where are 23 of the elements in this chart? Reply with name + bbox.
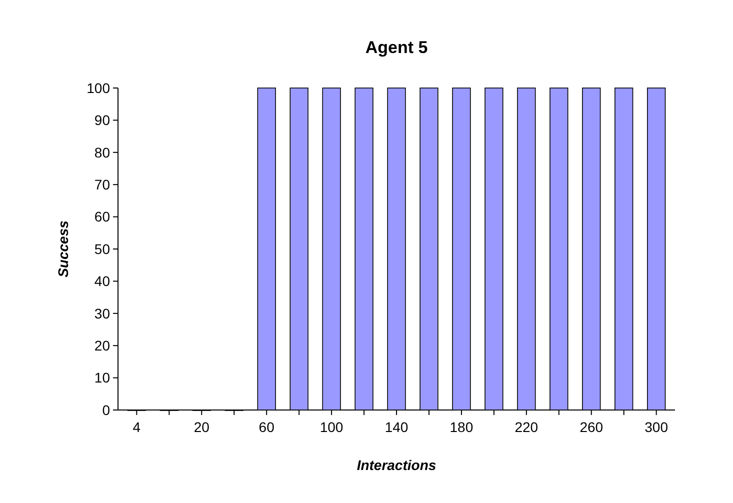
y-tick-label: 10 (94, 370, 110, 386)
x-tick-label: 60 (258, 419, 275, 435)
y-axis-title: Success (55, 220, 71, 278)
x-axis-title: Interactions (356, 457, 436, 473)
chart-title: Agent 5 (365, 38, 428, 57)
x-tick-label: 180 (450, 419, 474, 435)
y-tick-label: 100 (86, 80, 110, 96)
x-tick-label: 220 (514, 419, 538, 435)
y-tick-label: 50 (94, 240, 110, 257)
x-tick-label: 300 (644, 419, 668, 435)
x-tick-label: 4 (132, 419, 141, 435)
y-tick-label: 30 (94, 305, 110, 322)
y-tick-label: 70 (94, 176, 110, 192)
x-tick-label: 20 (194, 419, 210, 435)
x-tick-label: 140 (384, 419, 408, 435)
y-tick-label: 20 (94, 338, 110, 354)
y-tick-label: 0 (102, 402, 110, 418)
x-tick-label: 100 (320, 419, 344, 435)
y-tick-label: 40 (94, 273, 110, 290)
y-tick-label: 90 (94, 112, 110, 128)
y-tick-label: 80 (94, 144, 110, 160)
y-tick-label: 60 (94, 208, 110, 225)
x-tick-label: 260 (580, 419, 604, 435)
